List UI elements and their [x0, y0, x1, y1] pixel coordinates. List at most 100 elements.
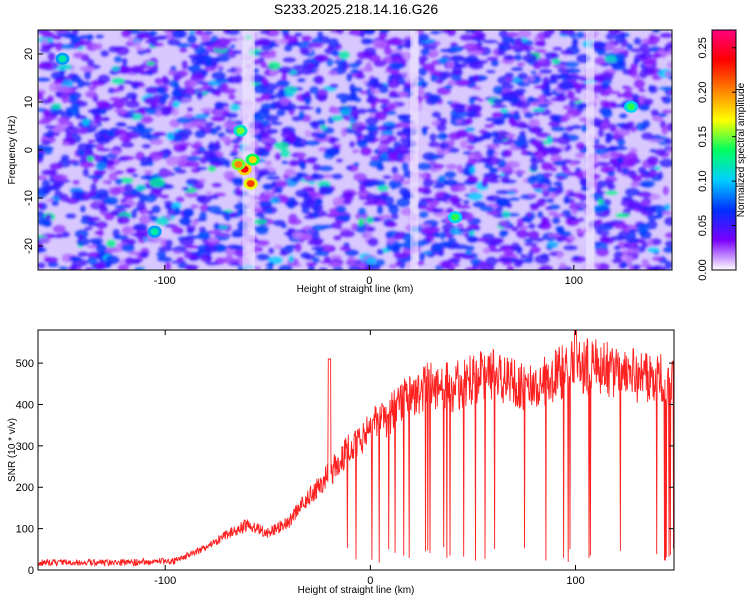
- spectrogram-cell: [401, 161, 410, 172]
- spectrogram-cell: [646, 238, 654, 247]
- spectrogram-cell: [417, 87, 425, 97]
- spectrogram-cell: [604, 190, 619, 196]
- spectrogram-cell: [565, 74, 580, 82]
- spectrogram-cell: [498, 229, 508, 238]
- spectrogram-cell: [562, 244, 578, 251]
- spectrogram-cell: [44, 124, 56, 130]
- spectrogram-cell: [526, 212, 533, 218]
- spectrogram-cell: [568, 191, 576, 198]
- spectrogram-cell: [335, 215, 352, 221]
- spectrogram-cell: [38, 60, 53, 71]
- spectrogram-cell: [528, 118, 541, 129]
- spectrogram-cell: [623, 241, 639, 250]
- spectrogram-cell: [624, 152, 639, 163]
- spectrogram-cell: [422, 178, 434, 188]
- spectrogram-cell: [115, 121, 127, 127]
- spectrogram-cell: [664, 70, 672, 78]
- spectrogram-cell: [229, 67, 237, 72]
- spectrogram-cell: [195, 166, 208, 171]
- spectrogram-cell: [176, 69, 189, 78]
- spectrogram-cell: [328, 261, 343, 268]
- spectrogram-cell: [50, 70, 66, 81]
- spectrogram-cell: [311, 173, 325, 181]
- spectrogram-cell: [71, 30, 80, 36]
- spectrogram-cell: [498, 30, 509, 39]
- spectrogram-cell: [106, 165, 117, 171]
- spectrogram-cell: [218, 225, 229, 230]
- spectrogram-cell: [638, 182, 653, 187]
- spectrogram-cell: [339, 245, 352, 252]
- spectrogram-cell: [281, 73, 288, 80]
- spectrogram-cell: [616, 138, 626, 147]
- spectrogram-cell: [486, 210, 500, 216]
- spectrogram-cell: [495, 197, 511, 207]
- spectrogram-cell: [229, 44, 236, 49]
- spectrogram-cell: [537, 103, 550, 108]
- spectrogram-cell: [597, 198, 605, 205]
- spectrogram-cell: [181, 141, 193, 147]
- spectrogram-cell: [57, 116, 70, 125]
- spectrogram-cell: [616, 164, 623, 174]
- spectrogram-cell: [500, 175, 511, 184]
- spectrogram-cell: [148, 37, 158, 46]
- spectrogram-cell: [576, 31, 585, 39]
- spectrogram-cell: [108, 248, 123, 253]
- spectrogram-cell: [575, 141, 586, 150]
- spectrogram-cell: [517, 134, 527, 142]
- spectrogram-cell: [69, 256, 82, 262]
- spectrogram-cell: [624, 86, 634, 92]
- spectrogram-cell: [450, 184, 467, 193]
- spectrogram-cell: [598, 222, 614, 232]
- spectrogram-cell: [389, 153, 398, 161]
- spectrogram-cell: [217, 232, 232, 237]
- spectrogram-cell: [652, 75, 661, 80]
- spectrogram-cell: [560, 49, 574, 55]
- spectrogram-cell: [431, 207, 444, 214]
- spectrogram-cell: [390, 183, 397, 190]
- spectrogram-cell: [76, 149, 85, 156]
- spectrogram-cell: [160, 106, 171, 117]
- spectrogram-cell: [638, 52, 654, 60]
- spectrogram-cell: [620, 261, 628, 268]
- spectrogram-cell: [513, 169, 526, 175]
- spectrogram-cell: [555, 94, 568, 103]
- spectrogram-cell: [597, 128, 605, 138]
- spectrogram-cell: [628, 228, 639, 233]
- spectrogram-cell: [440, 117, 448, 126]
- spectrogram-cell: [558, 236, 568, 240]
- spectrogram-cell: [437, 132, 449, 141]
- spectrogram-cell: [279, 148, 291, 158]
- spectrogram-cell: [278, 38, 289, 45]
- spectrogram-cell: [315, 198, 324, 206]
- spectrogram-cell: [661, 210, 672, 216]
- spectrogram-cell: [49, 162, 63, 171]
- spectrogram-cell: [659, 158, 672, 168]
- spectrogram-cell: [146, 70, 154, 76]
- spectrogram-cell: [186, 225, 196, 233]
- spectrogram-image: [38, 30, 672, 270]
- spectrogram-cell: [40, 30, 55, 38]
- spectrogram-cell: [575, 152, 586, 159]
- spectrogram-cell: [633, 263, 641, 270]
- spectrogram-cell: [166, 38, 181, 46]
- spectrogram-cell: [311, 246, 325, 251]
- spectrogram-cell: [197, 87, 206, 93]
- colorbar-tick-label: 0.15: [697, 126, 709, 147]
- spectrogram-cell: [648, 35, 661, 44]
- spectrogram-cell: [111, 77, 126, 85]
- spectrogram-cell: [265, 114, 280, 122]
- spectrogram-cell: [478, 129, 488, 135]
- spectrogram-cell: [376, 162, 384, 172]
- spectrogram-cell: [297, 160, 306, 168]
- spectrogram-cell: [313, 53, 329, 63]
- spectrogram-cell: [189, 43, 200, 49]
- spectrogram-cell: [311, 231, 321, 241]
- spectrogram-cell: [260, 137, 277, 144]
- spectrogram-cell: [280, 127, 291, 133]
- spectrogram-cell: [124, 204, 131, 209]
- spectrogram-cell: [72, 52, 85, 59]
- spectrogram-cell: [456, 164, 463, 174]
- spectrogram-cell: [637, 222, 651, 233]
- spectrogram-cell: [400, 180, 411, 185]
